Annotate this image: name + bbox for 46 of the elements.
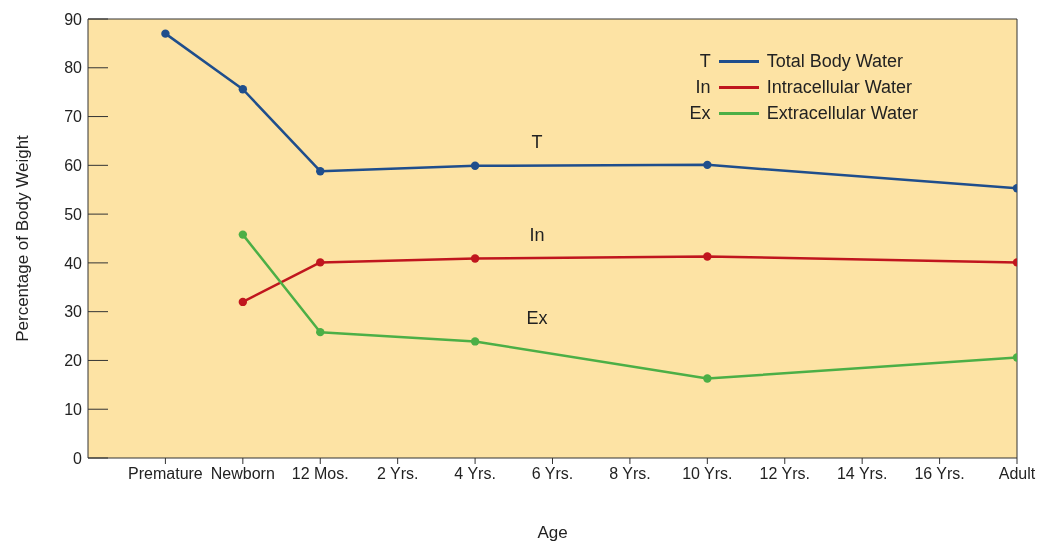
x-tick-label: 12 Yrs.: [759, 465, 810, 483]
legend-label: Extracellular Water: [766, 102, 918, 125]
x-tick-label: 8 Yrs.: [609, 465, 651, 483]
x-tick-label: 6 Yrs.: [531, 465, 574, 483]
y-tick-label: 90: [64, 10, 83, 28]
point: [316, 258, 325, 267]
x-tick-label: 2 Yrs.: [376, 465, 419, 483]
text: In: [695, 77, 711, 97]
point: [238, 297, 248, 307]
y-tick-label: 0: [73, 449, 83, 467]
point: [316, 327, 325, 337]
point: [316, 166, 325, 176]
y-tick-label: 20: [64, 352, 83, 370]
x-tick-label: 16 Yrs.: [914, 465, 965, 483]
point: [703, 374, 712, 383]
x-tick-label: Newborn: [210, 465, 275, 483]
annotation: Ex: [526, 307, 548, 328]
y-tick-label: 60: [64, 157, 83, 175]
point: [161, 29, 170, 38]
annotation: T: [531, 132, 543, 153]
y-tick-label: 70: [64, 108, 83, 126]
y-axis-title: Percentage of Body Weight: [13, 134, 33, 342]
point: [238, 85, 248, 94]
y-tick-label: 80: [64, 59, 83, 77]
x-tick-label: 10 Yrs.: [682, 465, 733, 483]
y-tick-label: 50: [64, 205, 83, 223]
annotation: In: [529, 224, 545, 245]
point: [470, 161, 480, 171]
x-axis-title: Age: [537, 523, 568, 542]
point: [470, 337, 480, 346]
y-tick-label: 30: [64, 303, 83, 321]
legend-label: Intracellular Water: [766, 76, 913, 99]
x-tick-label: Adult: [998, 465, 1036, 483]
point: [238, 230, 248, 239]
y-tick-label: 10: [64, 400, 83, 418]
text: T: [699, 51, 711, 71]
x-tick-label: 14 Yrs.: [836, 465, 888, 483]
legend-label: Total Body Water: [766, 50, 904, 73]
point: [703, 252, 712, 261]
x-tick-label: 4 Yrs.: [454, 465, 496, 483]
point: [703, 160, 712, 170]
x-tick-label: 12 Mos.: [291, 465, 349, 483]
y-tick-label: 40: [64, 254, 83, 272]
point: [470, 254, 480, 263]
x-tick-label: Premature: [128, 465, 203, 483]
text: Ex: [689, 103, 711, 123]
